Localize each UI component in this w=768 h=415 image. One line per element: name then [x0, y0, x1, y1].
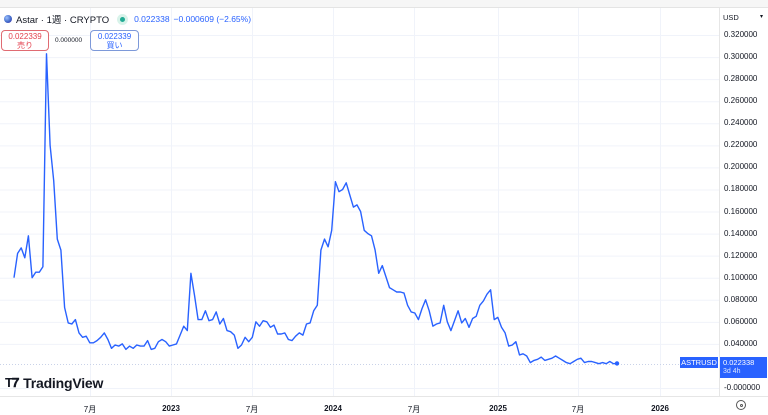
market-open-dot-icon — [120, 16, 126, 22]
chart-pane[interactable] — [0, 8, 719, 396]
symbol-price-tag: ASTRUSD — [680, 357, 718, 368]
time-tick-label: 2024 — [324, 404, 342, 413]
price-tick-label: 0.060000 — [724, 316, 758, 326]
price-tick-label: 0.220000 — [724, 140, 758, 150]
buy-label: 買い — [106, 40, 123, 50]
sell-label: 売り — [17, 40, 33, 50]
sell-button[interactable]: 0.022339 売り — [1, 30, 49, 51]
spread-value: 0.000000 — [55, 37, 83, 44]
market-status-icon[interactable] — [117, 13, 129, 25]
current-price-tag: 0.022338 3d 4h — [720, 357, 767, 378]
symbol-title[interactable]: Astar · 1週 · CRYPTO — [16, 15, 110, 26]
current-price-value: 0.022338 — [723, 358, 755, 367]
price-tick-label: 0.140000 — [724, 228, 758, 238]
buy-button[interactable]: 0.022339 買い — [90, 30, 139, 51]
currency-label: USD — [723, 13, 739, 22]
chevron-down-icon: ▾ — [759, 14, 763, 20]
legend-change: −0.000609 (−2.65%) — [173, 14, 252, 24]
price-tick-label: 0.160000 — [724, 206, 758, 216]
astar-logo-icon — [4, 15, 12, 23]
chart-settings-icon[interactable] — [736, 400, 746, 410]
chart-legend[interactable]: Astar · 1週 · CRYPTO 0.022338 −0.000609 (… — [4, 12, 251, 26]
time-tick-label: 7月 — [245, 405, 259, 414]
currency-selector[interactable]: USD ▾ — [723, 13, 765, 22]
price-tick-label: 0.300000 — [724, 52, 758, 62]
price-tick-label: -0.000000 — [724, 383, 761, 392]
logo-text: TradingView — [23, 375, 104, 391]
time-tick-label: 2026 — [651, 404, 669, 413]
horizontal-gridlines — [0, 35, 719, 389]
price-tick-label: 0.180000 — [724, 184, 758, 194]
top-toolbar-strip — [0, 0, 768, 8]
time-tick-label: 7月 — [571, 405, 585, 414]
time-tick-label: 2023 — [162, 404, 180, 413]
price-chart[interactable] — [0, 8, 719, 396]
tradingview-logo[interactable]: T𝟕 TradingView — [5, 375, 103, 391]
tradingview-logo-icon: T𝟕 — [5, 375, 19, 390]
time-tick-label: 2025 — [489, 404, 507, 413]
legend-last-price: 0.022338 — [134, 14, 170, 24]
buy-price: 0.022339 — [97, 31, 132, 41]
price-tick-label: 0.260000 — [724, 96, 758, 106]
price-line — [13, 53, 618, 365]
price-tick-label: 0.280000 — [724, 74, 758, 84]
time-axis[interactable] — [0, 396, 768, 414]
price-tick-label: 0.240000 — [724, 118, 758, 128]
last-price-dot — [614, 361, 620, 366]
price-tick-label: 0.200000 — [724, 162, 758, 172]
sell-price: 0.022339 — [8, 31, 42, 41]
price-tick-label: 0.040000 — [724, 338, 758, 348]
price-tick-label: 0.120000 — [724, 250, 758, 260]
price-tick-label: 0.320000 — [724, 30, 758, 40]
price-tick-label: 0.100000 — [724, 272, 758, 282]
vertical-gridlines — [90, 8, 661, 396]
bar-countdown: 3d 4h — [723, 368, 741, 375]
price-tick-label: 0.080000 — [724, 294, 758, 304]
time-tick-label: 7月 — [83, 405, 97, 414]
price-axis[interactable] — [719, 8, 768, 396]
time-tick-label: 7月 — [407, 405, 421, 414]
